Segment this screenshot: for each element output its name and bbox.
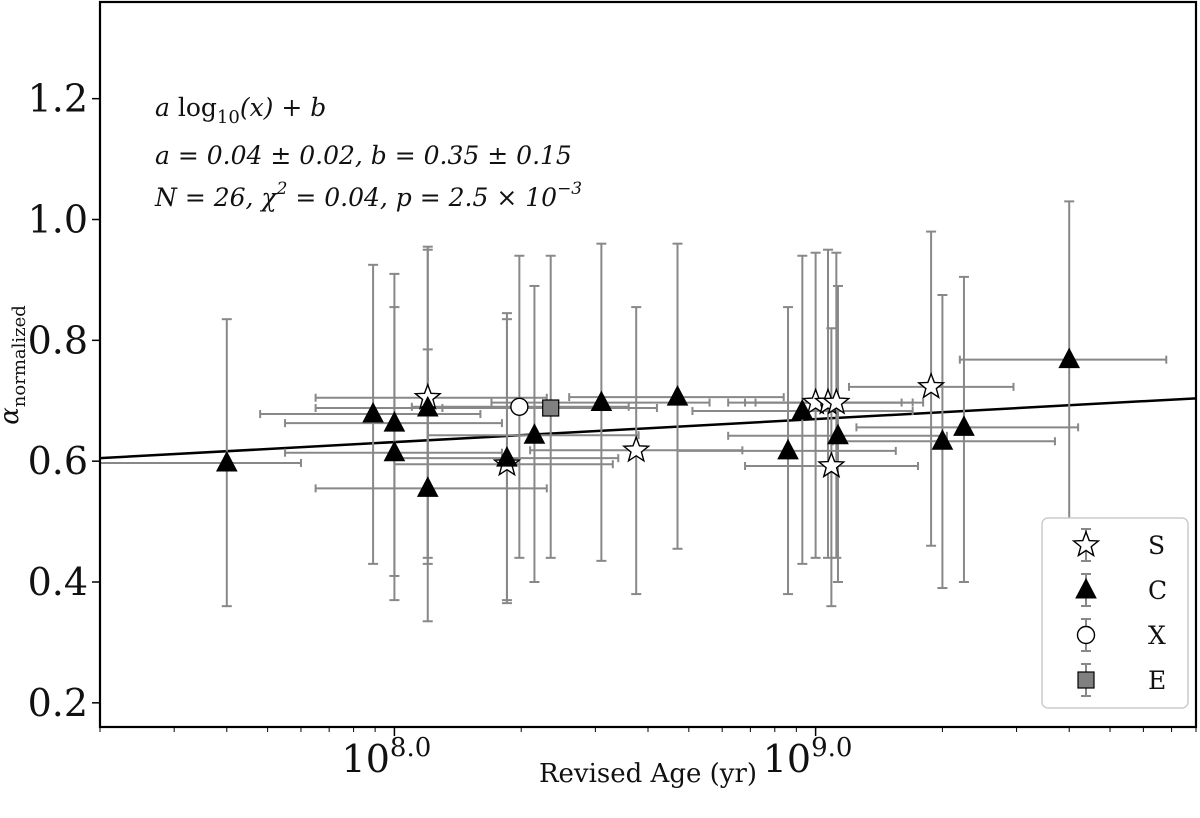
fit-parameters: a = 0.04 ± 0.02, b = 0.35 ± 0.15 <box>155 141 572 170</box>
legend-label: E <box>1148 666 1166 695</box>
plot-background <box>100 2 1196 727</box>
y-tick-label: 0.8 <box>28 318 88 362</box>
legend-marker-star <box>1071 530 1101 558</box>
legend-marker-circle <box>1076 625 1096 645</box>
legend-entry-c: C <box>1075 573 1167 607</box>
y-tick-label: 0.4 <box>28 560 88 604</box>
data-point-triangle <box>666 385 689 406</box>
data-point-triangle <box>416 395 439 417</box>
data-point-triangle <box>953 415 975 436</box>
data-point-triangle <box>416 476 439 497</box>
data-point-triangle <box>215 450 238 472</box>
data-point-triangle <box>791 398 814 420</box>
fit-line <box>100 397 1196 460</box>
data-point-star <box>621 435 651 463</box>
x-axis-ticks: 108.0 109.0 <box>99 727 1197 781</box>
y-axis-label-symbol: α <box>0 407 25 425</box>
fit-formula: a log10(x) + b <box>155 93 326 128</box>
x-axis-label: Revised Age (yr) <box>539 759 757 789</box>
y-axis-label-subscript: normalized <box>9 305 30 407</box>
data-point-triangle <box>827 423 849 445</box>
y-axis-ticks: 0.2 0.4 0.6 0.8 1.0 1.2 <box>28 77 100 725</box>
legend-entry-s: S <box>1071 528 1165 562</box>
fit-line-layer <box>100 397 1196 460</box>
data-point-triangle <box>1058 347 1081 369</box>
data-point-triangle <box>496 446 518 467</box>
legend-entry-x: X <box>1076 618 1166 652</box>
y-tick-label: 0.2 <box>28 681 88 725</box>
markers-layer <box>215 347 1081 497</box>
fit-annotation: a log10(x) + b a = 0.04 ± 0.02, b = 0.35… <box>154 93 582 212</box>
data-point-triangle <box>590 390 613 412</box>
legend-marker-square <box>1077 671 1095 689</box>
fit-statistics: N = 26, χ2 = 0.04, p = 2.5 × 10−3 <box>154 179 582 212</box>
legend-label: C <box>1148 576 1167 605</box>
legend-label: X <box>1148 621 1166 650</box>
legend-box <box>1041 517 1189 709</box>
data-point-triangle <box>931 429 954 450</box>
data-point-triangle <box>777 438 799 460</box>
legend-entry-e: E <box>1077 663 1166 697</box>
data-point-triangle <box>523 423 546 444</box>
y-tick-label: 1.2 <box>28 77 88 121</box>
data-point-square <box>542 399 560 417</box>
svg-text:αnormalized: αnormalized <box>0 305 30 425</box>
data-point-triangle <box>383 411 406 432</box>
data-point-star <box>817 451 846 479</box>
data-point-star <box>916 371 946 399</box>
data-point-circle <box>510 397 529 416</box>
legend-marker-triangle <box>1075 577 1097 599</box>
y-tick-label: 0.6 <box>28 439 88 483</box>
data-point-triangle <box>383 440 406 462</box>
y-axis-label: αnormalized <box>0 305 30 425</box>
data-point-triangle <box>362 401 384 423</box>
x-tick-label: 109.0 <box>763 733 853 781</box>
y-tick-label: 1.0 <box>28 198 88 242</box>
data-point-star <box>822 387 851 415</box>
x-tick-label: 108.0 <box>342 733 432 781</box>
legend-label: S <box>1148 531 1165 560</box>
